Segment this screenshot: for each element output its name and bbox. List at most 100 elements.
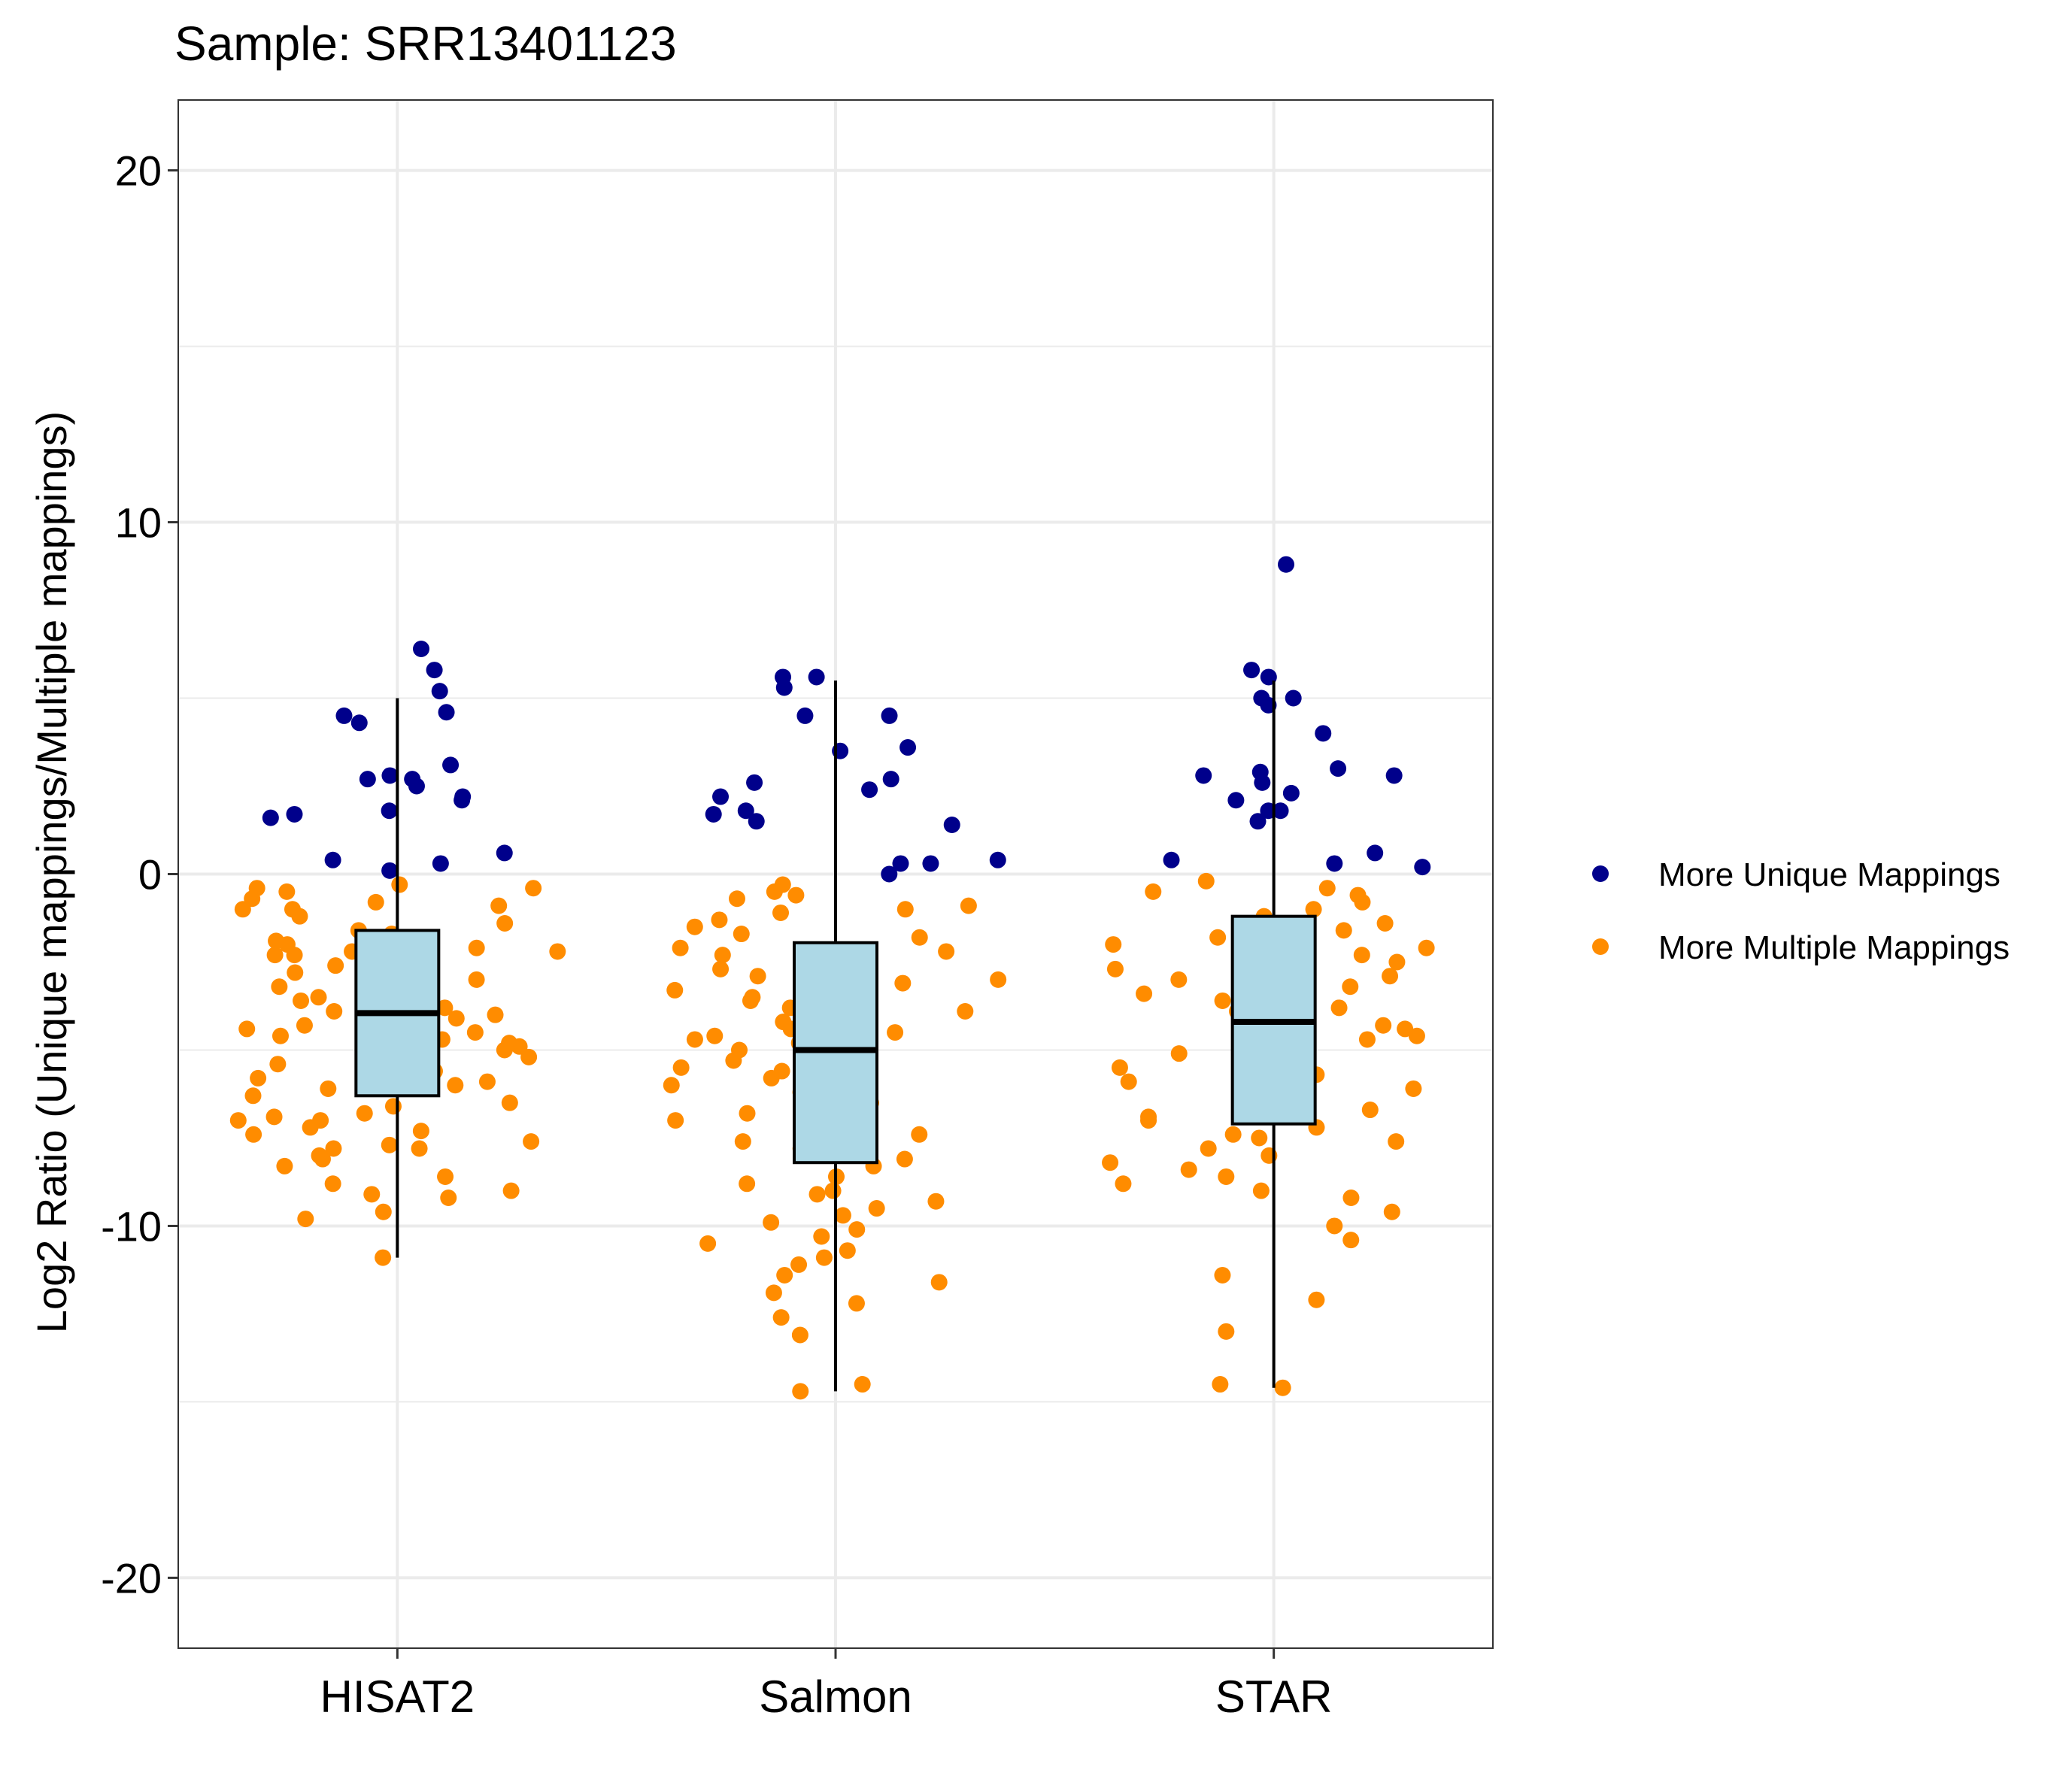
data-point	[326, 1003, 343, 1020]
data-point	[496, 915, 514, 932]
x-tick-label: HISAT2	[320, 1671, 475, 1722]
data-point	[790, 1256, 808, 1273]
data-point	[454, 792, 471, 809]
data-point	[468, 939, 485, 956]
data-point	[922, 855, 939, 872]
legend-item: More Multiple Mappings	[1592, 929, 2010, 966]
data-point	[706, 1027, 724, 1044]
data-point	[848, 1295, 865, 1312]
y-tick-label: 0	[138, 851, 162, 899]
data-point	[523, 1133, 540, 1150]
data-point	[808, 1186, 826, 1203]
data-point	[375, 1249, 392, 1266]
data-point	[1388, 953, 1406, 971]
legend: More Unique Mappings More Multiple Mappin…	[1592, 856, 2010, 966]
data-point	[834, 1207, 851, 1224]
data-point	[787, 886, 805, 904]
data-point	[1136, 985, 1153, 1002]
data-point	[1163, 851, 1180, 868]
data-point	[367, 893, 384, 911]
data-point	[466, 1024, 484, 1041]
data-point	[297, 1211, 314, 1228]
data-point	[272, 1027, 289, 1044]
data-point	[381, 862, 399, 879]
data-point	[712, 788, 730, 805]
data-point	[1318, 880, 1336, 897]
data-point	[302, 1119, 319, 1136]
y-axis-label: Log2 Ratio (Unique mappings/Multiple map…	[28, 411, 75, 1333]
data-point	[1330, 999, 1348, 1017]
data-point	[990, 971, 1007, 988]
data-point	[1358, 1031, 1376, 1048]
data-point	[868, 1200, 885, 1217]
data-point	[1218, 1323, 1235, 1340]
data-point	[468, 971, 485, 988]
y-tick-label: -20	[101, 1554, 162, 1602]
data-point	[287, 964, 304, 981]
data-point	[930, 1274, 948, 1291]
data-point	[808, 668, 825, 686]
data-point	[960, 897, 977, 914]
data-point	[1305, 901, 1322, 918]
data-point	[314, 1150, 331, 1168]
data-point	[1418, 939, 1435, 956]
data-point	[854, 1376, 871, 1393]
legend-swatch	[1592, 938, 1609, 955]
data-point	[502, 1182, 520, 1199]
data-point	[381, 767, 399, 784]
data-point	[1170, 1045, 1188, 1062]
data-point	[269, 1056, 287, 1073]
legend-label: More Unique Mappings	[1658, 856, 2001, 893]
data-point	[1145, 883, 1162, 900]
data-point	[296, 1017, 313, 1034]
data-point	[320, 1080, 337, 1097]
data-point	[384, 1098, 402, 1115]
y-tick-label: 10	[115, 499, 162, 547]
data-point	[887, 1024, 904, 1041]
data-point	[440, 1190, 457, 1207]
data-point	[1335, 922, 1352, 939]
data-point	[432, 855, 449, 872]
data-point	[363, 1186, 381, 1203]
data-point	[356, 1105, 373, 1122]
data-point	[1326, 855, 1343, 872]
data-point	[686, 918, 703, 935]
data-point	[1105, 936, 1122, 953]
data-point	[1272, 802, 1289, 820]
data-point	[763, 1214, 780, 1231]
y-tick-label: -10	[101, 1202, 162, 1250]
data-point	[324, 851, 341, 868]
data-point	[549, 943, 566, 960]
data-point	[766, 883, 783, 900]
data-point	[1342, 978, 1359, 996]
data-point	[291, 908, 308, 925]
points-layer	[229, 556, 1435, 1400]
data-point	[813, 1228, 830, 1245]
data-point	[911, 1126, 928, 1143]
x-tick-label: STAR	[1215, 1671, 1333, 1722]
data-point	[1388, 1133, 1405, 1150]
data-point	[278, 883, 296, 900]
data-point	[1224, 1126, 1242, 1143]
data-point	[957, 1003, 974, 1020]
data-point	[1218, 1168, 1235, 1185]
data-point	[244, 1087, 262, 1105]
data-point	[375, 1203, 392, 1220]
data-point	[739, 1175, 756, 1193]
data-point	[1243, 662, 1260, 679]
data-point	[772, 1309, 790, 1326]
data-point	[1115, 1175, 1132, 1193]
data-point	[765, 1284, 782, 1302]
data-point	[438, 704, 455, 721]
data-point	[728, 890, 745, 908]
data-point	[938, 943, 955, 960]
data-point	[447, 1010, 465, 1027]
data-point	[861, 781, 878, 799]
data-point	[478, 1073, 496, 1090]
data-point	[1382, 968, 1399, 985]
data-point	[1282, 784, 1300, 802]
data-point	[276, 1157, 293, 1174]
data-point	[896, 1150, 913, 1168]
data-point	[265, 1108, 283, 1126]
data-point	[511, 1038, 528, 1055]
